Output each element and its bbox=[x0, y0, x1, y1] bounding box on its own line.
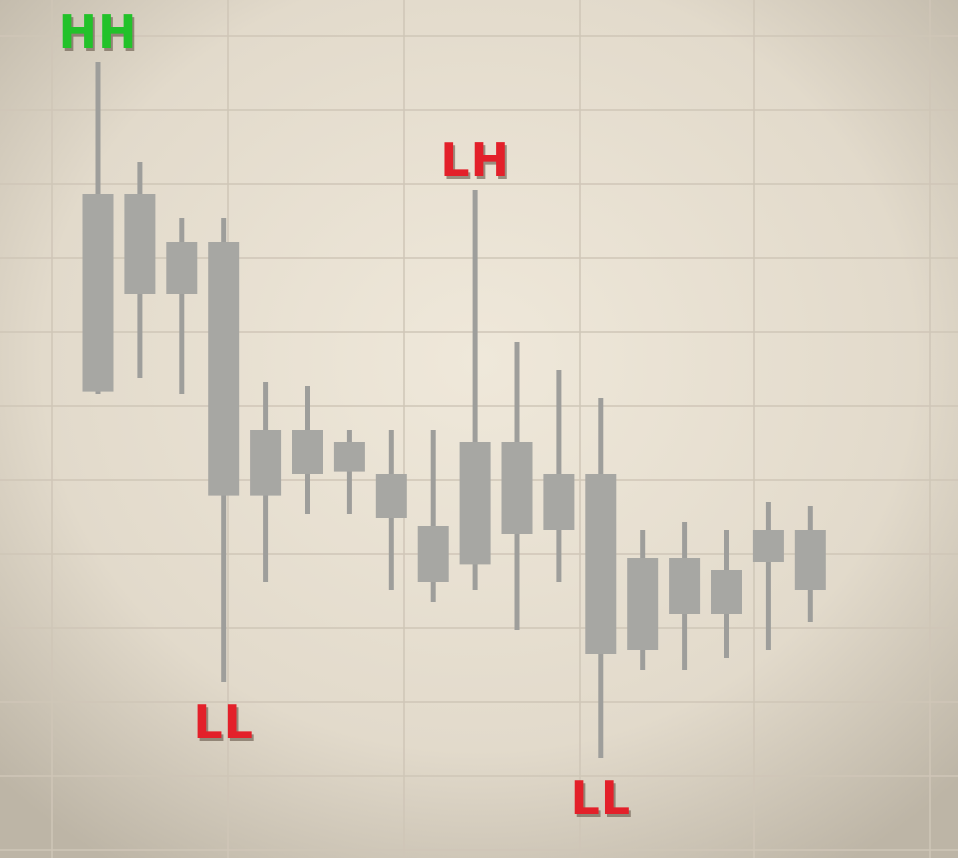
candle-body bbox=[752, 530, 784, 562]
label-ll: LL bbox=[570, 771, 631, 825]
label-hh: HH bbox=[59, 5, 138, 59]
candle-body bbox=[501, 442, 533, 534]
candle bbox=[375, 430, 407, 590]
candles bbox=[82, 62, 826, 758]
candle-body bbox=[585, 474, 617, 654]
candle-body bbox=[669, 558, 701, 614]
candle-body bbox=[627, 558, 659, 650]
candle-body bbox=[333, 442, 365, 472]
candle bbox=[250, 382, 282, 582]
candle-body bbox=[166, 242, 198, 294]
candle-body bbox=[292, 430, 323, 474]
candle bbox=[627, 530, 659, 670]
candle-body bbox=[794, 530, 826, 590]
candle bbox=[166, 218, 198, 394]
candle-body bbox=[417, 526, 449, 582]
candle-body bbox=[711, 570, 742, 614]
candle bbox=[711, 530, 742, 658]
candle-body bbox=[82, 194, 114, 392]
candle bbox=[82, 62, 114, 394]
candle-body bbox=[375, 474, 407, 518]
candle bbox=[417, 430, 449, 602]
label-hh-shadow: HH bbox=[61, 8, 140, 62]
label-ll-shadow: LL bbox=[572, 774, 633, 828]
candle-body bbox=[124, 194, 156, 294]
candle bbox=[208, 218, 240, 682]
candle-body bbox=[543, 474, 575, 530]
candle bbox=[543, 370, 575, 582]
candle-body bbox=[208, 242, 240, 496]
candle bbox=[124, 162, 156, 378]
candle-body bbox=[459, 442, 491, 565]
candle bbox=[669, 522, 701, 670]
candle bbox=[333, 430, 365, 514]
label-lh: LH bbox=[440, 133, 510, 187]
candle bbox=[585, 398, 617, 758]
candle bbox=[501, 342, 533, 630]
candle-body bbox=[250, 430, 282, 496]
label-ll-shadow: LL bbox=[195, 698, 256, 752]
candle bbox=[794, 506, 826, 622]
label-ll: LL bbox=[193, 695, 254, 749]
candle bbox=[292, 386, 323, 514]
candle bbox=[459, 190, 491, 590]
candle bbox=[752, 502, 784, 650]
label-lh-shadow: LH bbox=[442, 136, 512, 190]
